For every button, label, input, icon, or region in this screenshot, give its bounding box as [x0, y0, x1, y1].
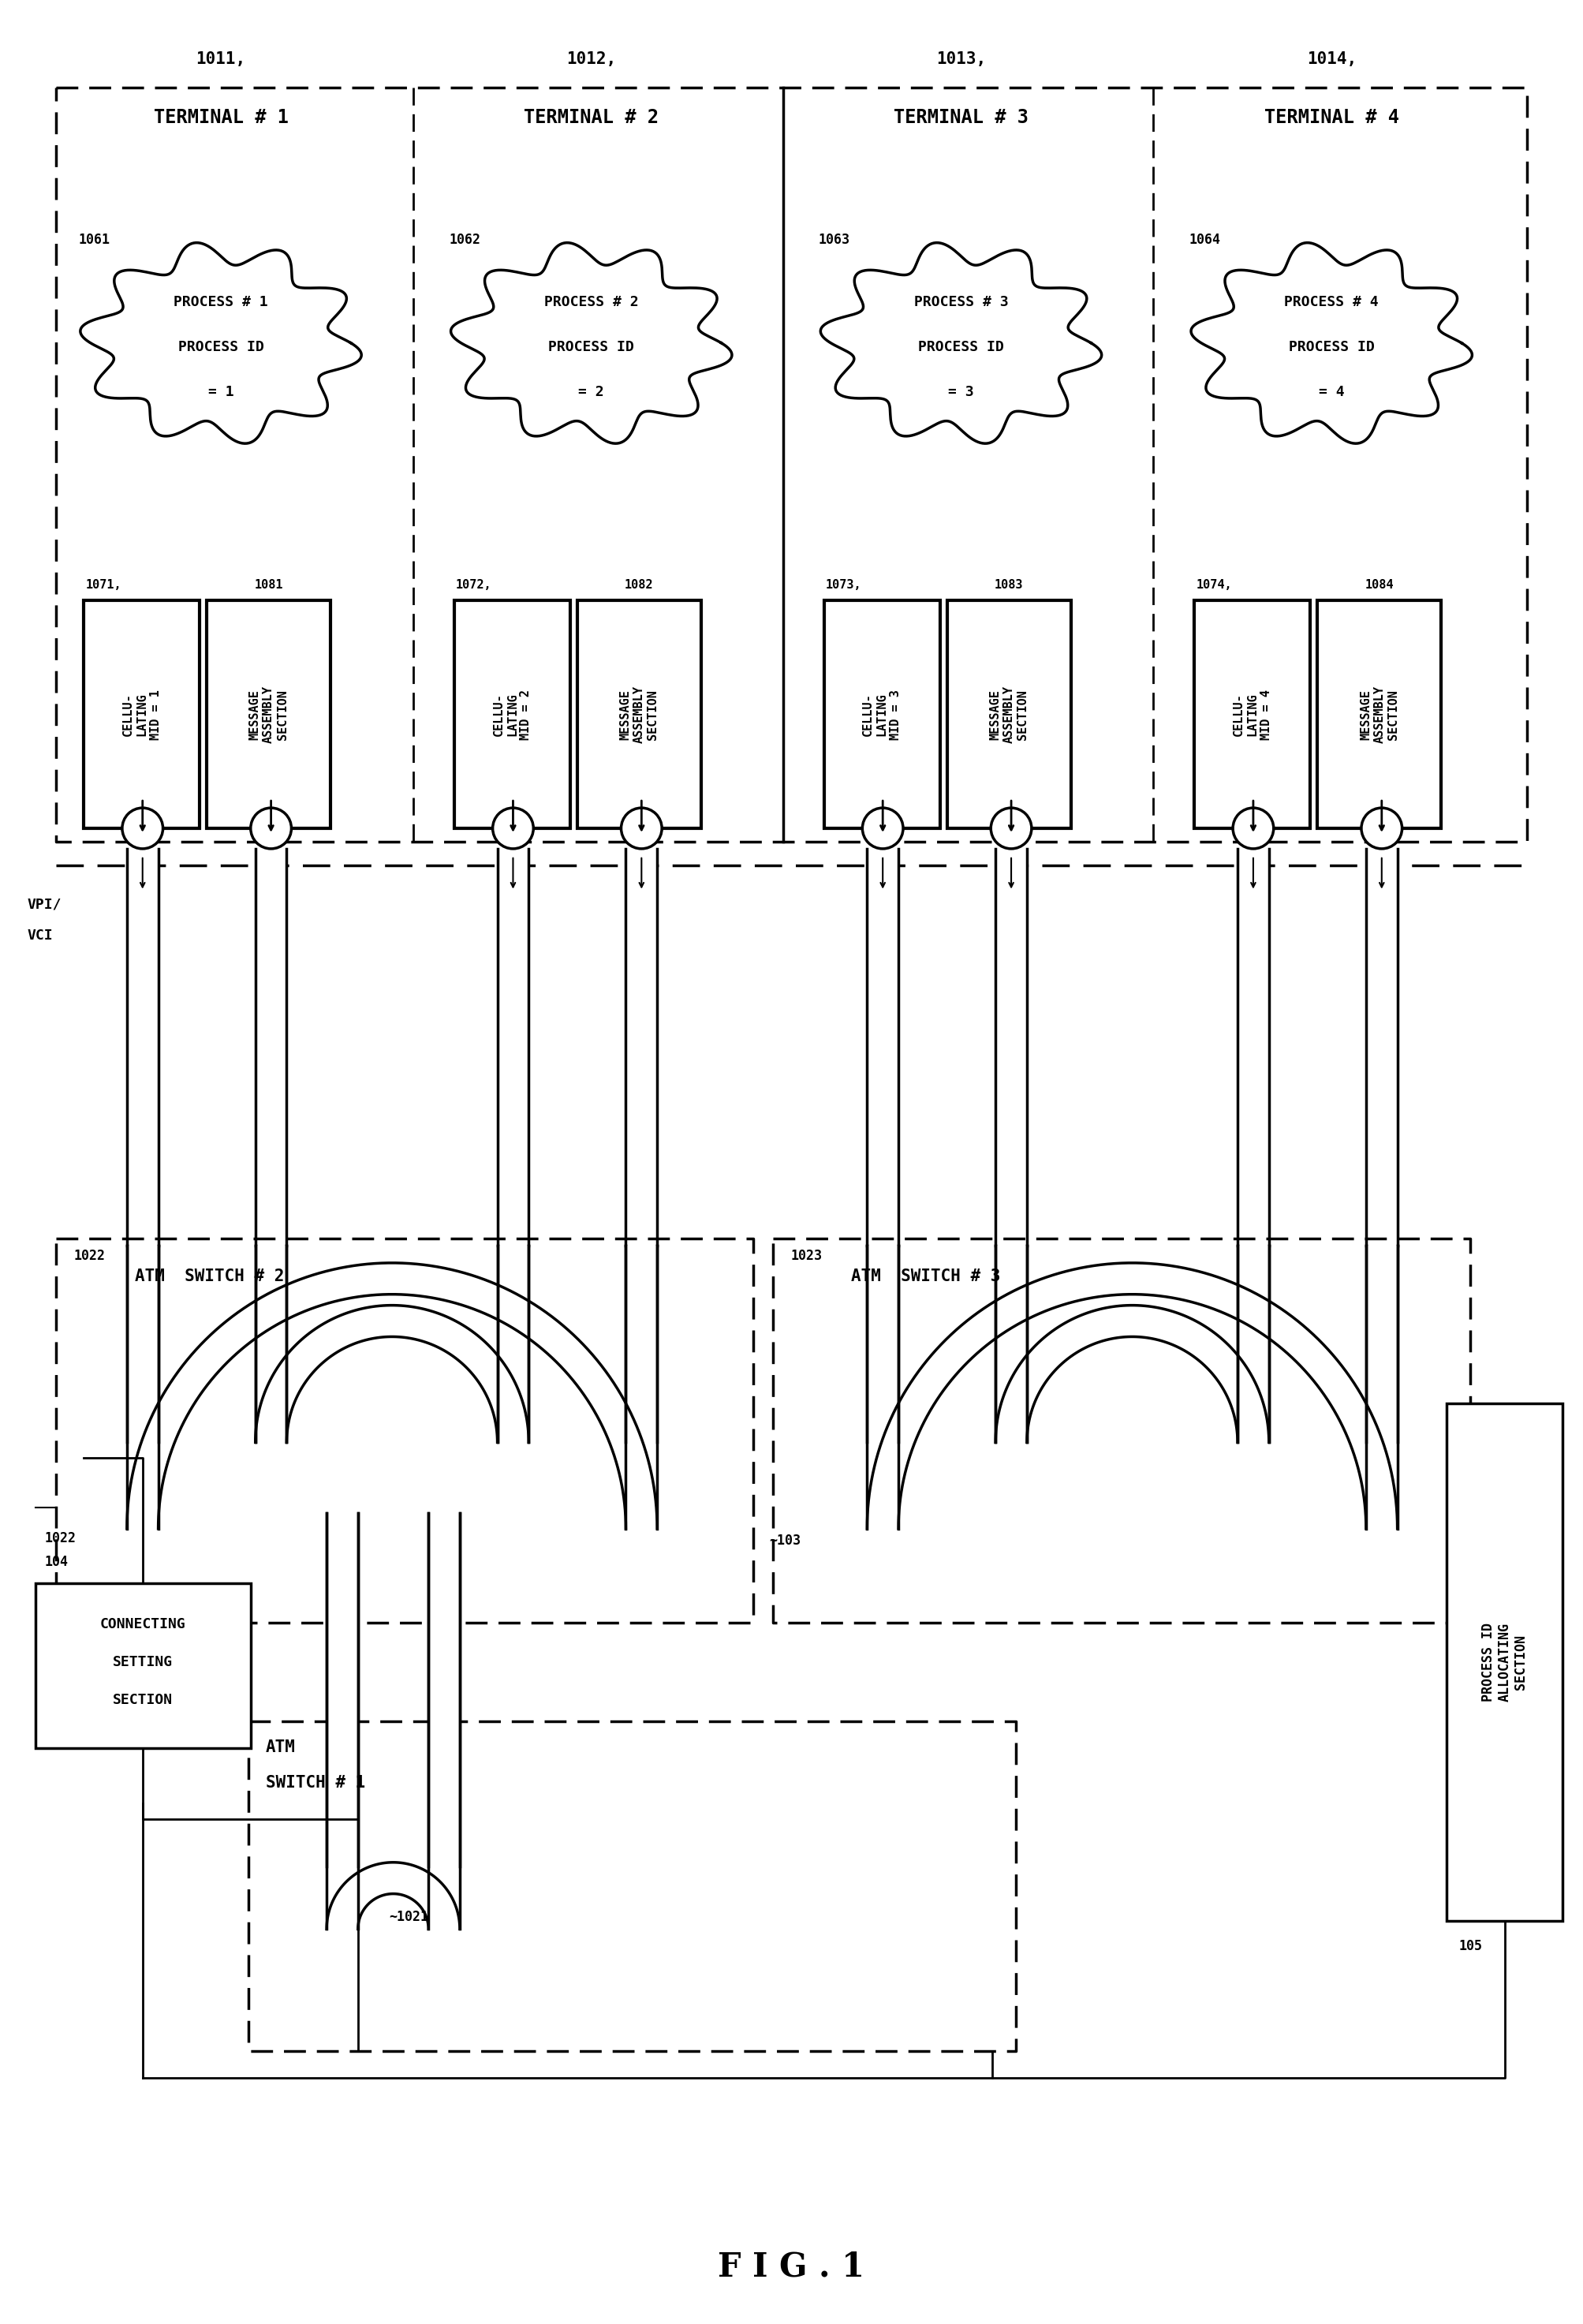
- Text: = 1: = 1: [207, 386, 234, 400]
- Polygon shape: [1190, 242, 1472, 444]
- Text: 1074,: 1074,: [1197, 579, 1232, 590]
- Text: 1072,: 1072,: [456, 579, 492, 590]
- Text: PROCESS # 1: PROCESS # 1: [174, 295, 268, 309]
- Text: 1012,: 1012,: [567, 51, 616, 67]
- Text: SETTING: SETTING: [112, 1655, 173, 1669]
- Circle shape: [863, 809, 904, 848]
- Text: CELLU-
LATING
MID = 4: CELLU- LATING MID = 4: [1233, 690, 1273, 739]
- Text: F I G . 1: F I G . 1: [717, 2250, 864, 2282]
- Text: 104: 104: [44, 1555, 68, 1569]
- Text: 1062: 1062: [450, 232, 480, 246]
- Text: 1011,: 1011,: [196, 51, 245, 67]
- Bar: [35, 1583, 250, 1748]
- Text: 1064: 1064: [1189, 232, 1220, 246]
- Bar: [1317, 600, 1441, 827]
- Text: 1084: 1084: [1365, 579, 1393, 590]
- Text: TERMINAL # 2: TERMINAL # 2: [524, 109, 659, 128]
- Text: 1063: 1063: [818, 232, 850, 246]
- Text: ATM  SWITCH # 2: ATM SWITCH # 2: [135, 1269, 283, 1285]
- Text: VCI: VCI: [27, 930, 54, 944]
- Text: 1022: 1022: [74, 1248, 104, 1264]
- Text: 1073,: 1073,: [826, 579, 861, 590]
- Polygon shape: [867, 1262, 1398, 1529]
- Text: PROCESS ID: PROCESS ID: [177, 339, 264, 353]
- Text: 1061: 1061: [78, 232, 109, 246]
- Polygon shape: [820, 242, 1102, 444]
- Bar: [578, 600, 701, 827]
- Text: SWITCH # 1: SWITCH # 1: [266, 1776, 366, 1792]
- Text: 1023: 1023: [790, 1248, 822, 1264]
- Text: = 4: = 4: [1319, 386, 1344, 400]
- Text: CELLU-
LATING
MID = 3: CELLU- LATING MID = 3: [863, 690, 902, 739]
- Bar: [84, 600, 199, 827]
- Bar: [207, 600, 331, 827]
- Circle shape: [621, 809, 662, 848]
- Circle shape: [492, 809, 533, 848]
- Text: MESSAGE
ASSEMBLY
SECTION: MESSAGE ASSEMBLY SECTION: [989, 686, 1029, 744]
- Circle shape: [1361, 809, 1403, 848]
- Text: CELLU-
LATING
MID = 2: CELLU- LATING MID = 2: [492, 690, 532, 739]
- Circle shape: [122, 809, 163, 848]
- Text: PROCESS ID: PROCESS ID: [1289, 339, 1374, 353]
- Text: 1081: 1081: [255, 579, 283, 590]
- Text: 1071,: 1071,: [85, 579, 122, 590]
- Bar: [947, 600, 1070, 827]
- Text: ~103: ~103: [769, 1534, 801, 1548]
- Text: 1022: 1022: [44, 1532, 76, 1545]
- Polygon shape: [255, 1306, 529, 1443]
- Bar: [825, 600, 940, 827]
- Text: PROCESS ID: PROCESS ID: [548, 339, 635, 353]
- Text: 1014,: 1014,: [1306, 51, 1357, 67]
- Text: 105: 105: [1458, 1938, 1482, 1954]
- Text: 1082: 1082: [625, 579, 654, 590]
- Circle shape: [991, 809, 1032, 848]
- Text: CELLU-
LATING
MID = 1: CELLU- LATING MID = 1: [122, 690, 161, 739]
- Bar: [1195, 600, 1311, 827]
- Text: PROCESS # 3: PROCESS # 3: [913, 295, 1008, 309]
- Text: ATM: ATM: [266, 1741, 296, 1755]
- Text: MESSAGE
ASSEMBLY
SECTION: MESSAGE ASSEMBLY SECTION: [249, 686, 288, 744]
- Circle shape: [250, 809, 291, 848]
- Circle shape: [1233, 809, 1274, 848]
- Text: CONNECTING: CONNECTING: [100, 1618, 185, 1631]
- Text: = 3: = 3: [948, 386, 974, 400]
- Text: PROCESS ID
ALLOCATING
SECTION: PROCESS ID ALLOCATING SECTION: [1482, 1622, 1528, 1701]
- Text: 1083: 1083: [994, 579, 1023, 590]
- Text: TERMINAL # 3: TERMINAL # 3: [894, 109, 1029, 128]
- Text: SECTION: SECTION: [112, 1692, 173, 1706]
- Text: MESSAGE
ASSEMBLY
SECTION: MESSAGE ASSEMBLY SECTION: [1360, 686, 1399, 744]
- Polygon shape: [326, 1862, 459, 1929]
- Bar: [454, 600, 570, 827]
- Text: ATM  SWITCH # 3: ATM SWITCH # 3: [852, 1269, 1000, 1285]
- Text: MESSAGE
ASSEMBLY
SECTION: MESSAGE ASSEMBLY SECTION: [619, 686, 659, 744]
- Text: PROCESS # 4: PROCESS # 4: [1284, 295, 1379, 309]
- Text: VPI/: VPI/: [27, 897, 62, 911]
- Polygon shape: [996, 1306, 1270, 1443]
- Text: PROCESS ID: PROCESS ID: [918, 339, 1004, 353]
- Text: 1013,: 1013,: [936, 51, 986, 67]
- Polygon shape: [81, 242, 361, 444]
- Bar: [1447, 1404, 1562, 1922]
- Polygon shape: [451, 242, 731, 444]
- Text: TERMINAL # 4: TERMINAL # 4: [1265, 109, 1399, 128]
- Text: PROCESS # 2: PROCESS # 2: [545, 295, 638, 309]
- Text: ~1021: ~1021: [389, 1910, 429, 1924]
- Polygon shape: [127, 1262, 657, 1529]
- Text: TERMINAL # 1: TERMINAL # 1: [154, 109, 288, 128]
- Text: = 2: = 2: [578, 386, 605, 400]
